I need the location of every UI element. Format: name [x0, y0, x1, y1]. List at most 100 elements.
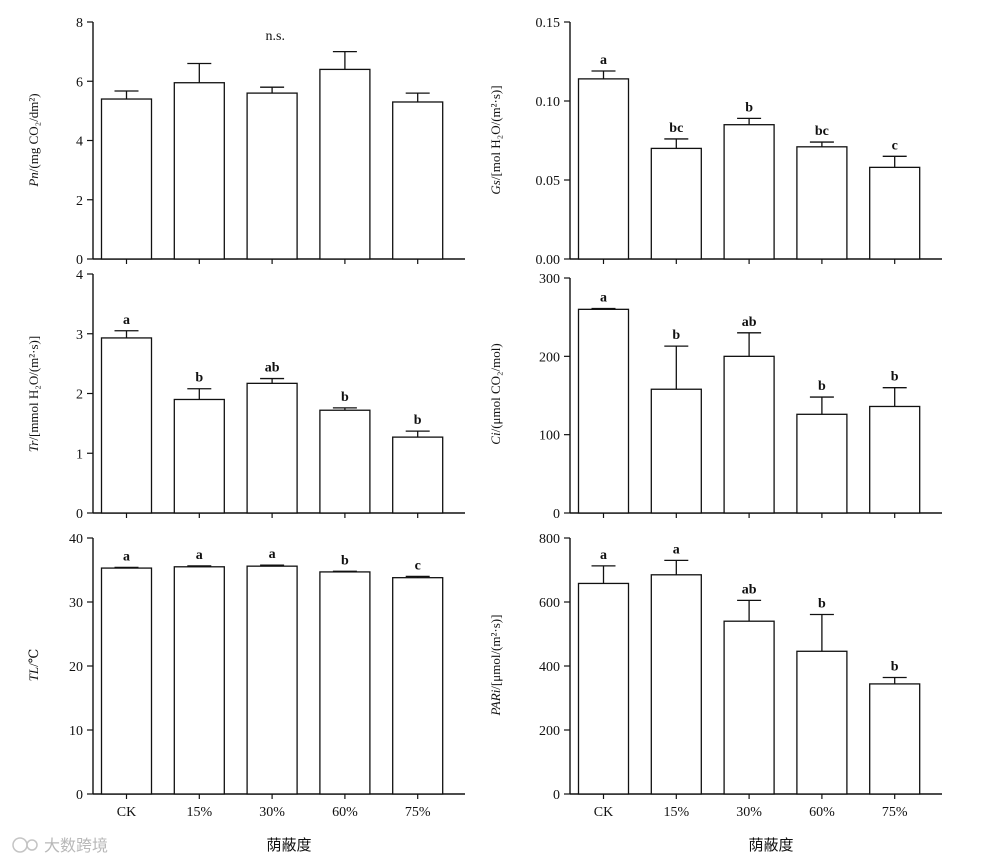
- y-tick-label: 6: [76, 75, 83, 90]
- ylabel-pn-unit: /(mg CO₂/dm²): [26, 93, 41, 172]
- y-tick-label: 300: [539, 272, 560, 287]
- x-tick-label: 15%: [186, 805, 212, 820]
- bar-gs-3: [796, 146, 848, 260]
- annotation-ns: n.s.: [266, 29, 285, 44]
- bar-pari-1: [650, 574, 702, 795]
- ylabel-pari-var: PARi: [488, 689, 503, 716]
- significance-label: b: [745, 100, 753, 115]
- x-tick-label: 60%: [332, 805, 358, 820]
- y-tick-label: 0.10: [536, 95, 561, 110]
- y-tick-label: 0: [553, 788, 560, 803]
- bar-tl-4: [392, 577, 444, 795]
- significance-label: b: [414, 413, 422, 428]
- x-tick-label: 75%: [405, 805, 431, 820]
- panel-gs-chart: Gs/[mol H₂O/(m²·s)] 0.000.050.100.15abcb…: [488, 16, 942, 268]
- y-tick-label: 100: [539, 429, 560, 444]
- ylabel-tr-var: Tr: [26, 440, 41, 453]
- significance-label: b: [341, 390, 349, 405]
- significance-label: bc: [815, 124, 829, 139]
- y-tick-label: 30: [69, 596, 83, 611]
- bar-tr-4: [392, 436, 444, 514]
- significance-label: b: [672, 328, 680, 343]
- significance-label: b: [891, 660, 899, 675]
- bar-tr-2: [246, 382, 298, 514]
- significance-label: b: [818, 379, 826, 394]
- y-tick-label: 4: [76, 268, 83, 283]
- y-tick-label: 8: [76, 16, 83, 31]
- ylabel-ci-var: Ci: [488, 432, 503, 445]
- significance-label: a: [196, 548, 203, 563]
- bar-pn-2: [246, 92, 298, 260]
- significance-label: ab: [742, 315, 757, 330]
- significance-label: ab: [742, 582, 757, 597]
- y-tick-label: 2: [76, 388, 83, 403]
- panel-pn-chart: Pn/(mg CO₂/dm²) 0 2 4 6 8 n.s.: [26, 16, 465, 268]
- x-tick-label: 15%: [663, 805, 689, 820]
- y-tick-label: 3: [76, 328, 83, 343]
- ylabel-tl: TL/℃: [26, 649, 41, 682]
- y-tick-label: 800: [539, 532, 560, 547]
- panel-pari-chart: PARi/[μmol/(m²·s)] 0 200 400 600 800 a CK a 15% a…: [488, 532, 942, 820]
- bar-pn-4: [392, 101, 444, 260]
- significance-label: c: [892, 138, 898, 153]
- ylabel-pn: Pn/(mg CO₂/dm²): [26, 93, 41, 187]
- bar-tr-0: [100, 337, 153, 514]
- x-axis-title-left: 荫蔽度: [266, 837, 311, 854]
- x-tick-label: CK: [594, 805, 613, 820]
- bar-pari-4: [869, 683, 921, 795]
- y-tick-label: 10: [69, 724, 83, 739]
- watermark-text: 大数跨境: [44, 836, 108, 855]
- significance-label: ab: [265, 361, 280, 376]
- significance-label: a: [123, 313, 130, 328]
- significance-label: b: [195, 371, 203, 386]
- ylabel-ci-unit: /(μmol CO₂/mol): [488, 343, 503, 432]
- bar-gs-1: [650, 147, 702, 260]
- ylabel-ci: Ci/(μmol CO₂/mol): [488, 343, 503, 444]
- bar-pari-3: [796, 650, 848, 795]
- y-tick-label: 0.05: [536, 174, 561, 189]
- ylabel-pari-unit: /[μmol/(m²·s)]: [488, 615, 503, 690]
- significance-label: a: [673, 542, 680, 557]
- bar-tr-1: [173, 398, 225, 514]
- y-tick-label: 600: [539, 596, 560, 611]
- x-tick-label: CK: [117, 805, 136, 820]
- x-tick-label: 30%: [259, 805, 285, 820]
- ylabel-tr-unit: /[mmol H₂O/(m²·s)]: [26, 336, 41, 441]
- significance-label: b: [341, 553, 349, 568]
- significance-label: a: [600, 548, 607, 563]
- panel-tl-chart: TL/℃ 0 10 20 30 40 a CK a 15% a 30% b 60% c 75%: [26, 532, 465, 820]
- watermark: 大数跨境: [12, 836, 108, 855]
- bar-tl-0: [100, 567, 153, 795]
- ylabel-pari: PARi/[μmol/(m²·s)]: [488, 615, 503, 717]
- significance-label: b: [891, 370, 899, 385]
- ylabel-tr: Tr/[mmol H₂O/(m²·s)]: [26, 336, 41, 452]
- watermark-logo-icon-inner: [26, 839, 38, 851]
- bar-gs-2: [723, 124, 775, 260]
- y-tick-label: 0: [76, 507, 83, 522]
- ylabel-gs: Gs/[mol H₂O/(m²·s)]: [488, 85, 503, 194]
- ylabel-tl-var: TL: [26, 667, 41, 681]
- ylabel-gs-unit: /[mol H₂O/(m²·s)]: [488, 85, 503, 180]
- ylabel-gs-var: Gs: [488, 180, 503, 194]
- significance-label: a: [600, 291, 607, 306]
- bar-ci-2: [723, 355, 775, 514]
- bar-ci-1: [650, 388, 702, 514]
- bar-tr-3: [319, 409, 371, 514]
- y-tick-label: 200: [539, 350, 560, 365]
- significance-label: bc: [669, 121, 683, 136]
- x-axis-title-right: 荫蔽度: [748, 837, 793, 854]
- x-tick-label: 75%: [882, 805, 908, 820]
- y-tick-label: 400: [539, 660, 560, 675]
- bar-ci-4: [869, 405, 921, 514]
- y-tick-label: 40: [69, 532, 83, 547]
- significance-label: a: [123, 549, 130, 564]
- ylabel-pn-var: Pn: [26, 172, 41, 187]
- ylabel-tl-unit: /℃: [26, 649, 41, 667]
- y-tick-label: 0: [76, 788, 83, 803]
- bar-pn-1: [173, 82, 225, 260]
- bar-ci-3: [796, 413, 848, 514]
- y-tick-label: 0.15: [536, 16, 561, 31]
